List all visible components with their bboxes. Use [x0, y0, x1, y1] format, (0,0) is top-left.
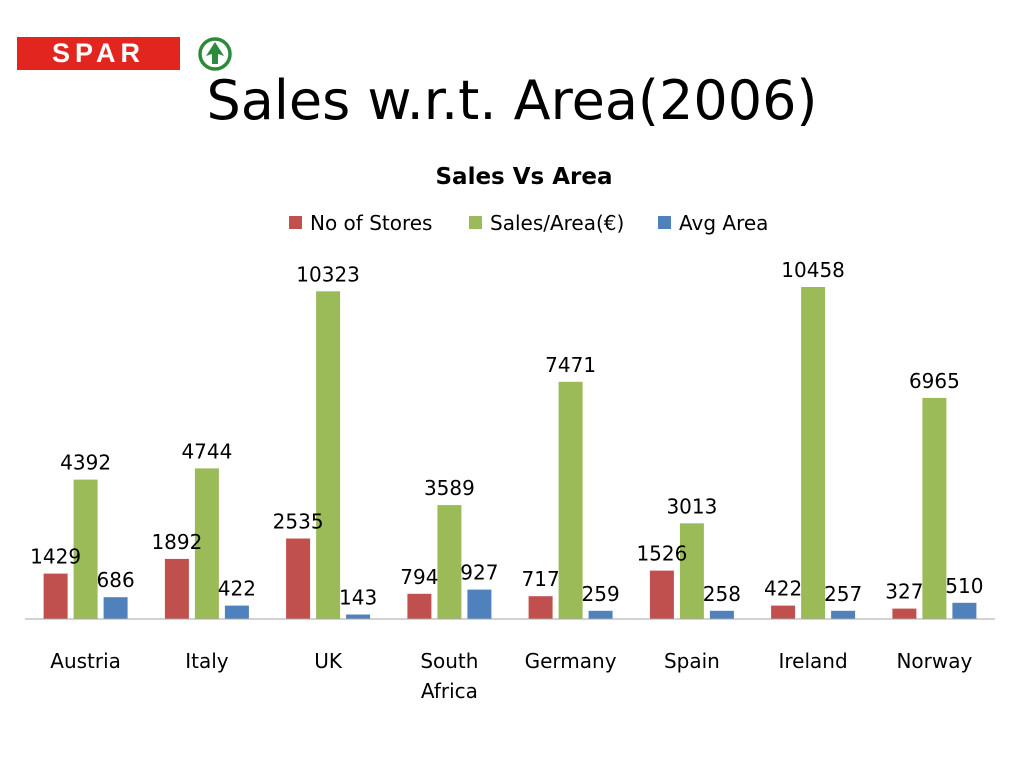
data-label-south-africa-sales-area: 3589 — [424, 476, 475, 500]
bar-spain-sales-area — [679, 523, 704, 619]
bar-germany-avg-area — [588, 610, 613, 619]
chart-legend: No of Stores Sales/Area(€) Avg Area — [289, 211, 768, 235]
data-label-uk-no-of-stores: 2535 — [273, 510, 324, 534]
logo-red-bar — [17, 37, 180, 70]
legend-label-sales-area: Sales/Area(€) — [490, 211, 624, 235]
data-label-spain-avg-area: 258 — [703, 582, 741, 606]
data-labels: 1429 4392 686 1892 4744 422 2535 10323 143 794 358… — [30, 258, 983, 610]
category-label-austria: Austria — [50, 649, 121, 673]
slide-title: Sales w.r.t. Area(2006) — [206, 69, 818, 132]
data-label-italy-no-of-stores: 1892 — [151, 530, 202, 554]
bar-south-africa-sales-area — [437, 505, 462, 619]
bar-austria-sales-area — [73, 479, 98, 619]
data-label-austria-avg-area: 686 — [97, 568, 135, 592]
spar-logo: SPAR — [17, 37, 232, 71]
category-label-ireland: Ireland — [779, 649, 848, 673]
bar-germany-sales-area — [558, 381, 583, 619]
data-label-ireland-avg-area: 257 — [824, 582, 862, 606]
bar-norway-avg-area — [952, 602, 977, 619]
category-label-italy: Italy — [185, 649, 229, 673]
legend-swatch-avg-area — [658, 216, 671, 229]
bar-italy-sales-area — [194, 468, 219, 619]
bar-norway-sales-area — [922, 397, 947, 619]
data-label-norway-sales-area: 6965 — [909, 369, 960, 393]
data-label-uk-sales-area: 10323 — [296, 262, 360, 286]
data-label-austria-sales-area: 4392 — [60, 451, 111, 475]
bar-italy-no-of-stores — [164, 558, 189, 619]
bar-ireland-avg-area — [831, 610, 856, 619]
category-label-uk: UK — [314, 649, 343, 673]
data-label-norway-avg-area: 510 — [945, 574, 983, 598]
category-labels: Austria Italy UK South Africa Germany Spain Ire… — [50, 649, 972, 703]
data-label-uk-avg-area: 143 — [339, 586, 377, 610]
data-label-italy-sales-area: 4744 — [181, 439, 232, 463]
bar-spain-no-of-stores — [649, 570, 674, 619]
bar-south-africa-avg-area — [467, 589, 492, 619]
category-label-norway: Norway — [896, 649, 972, 673]
data-label-austria-no-of-stores: 1429 — [30, 545, 81, 569]
data-label-ireland-no-of-stores: 422 — [764, 577, 802, 601]
bar-ireland-sales-area — [801, 287, 826, 619]
bar-ireland-no-of-stores — [771, 605, 796, 619]
data-label-italy-avg-area: 422 — [218, 577, 256, 601]
bar-austria-no-of-stores — [43, 573, 68, 619]
bar-norway-no-of-stores — [892, 608, 917, 619]
bar-austria-avg-area — [103, 597, 128, 619]
data-label-germany-avg-area: 259 — [582, 582, 620, 606]
category-label-spain: Spain — [664, 649, 720, 673]
bar-uk-avg-area — [346, 614, 371, 619]
logo-text: SPAR — [51, 38, 145, 68]
category-label-south-africa: South Africa — [420, 649, 478, 703]
bar-uk-sales-area — [316, 291, 341, 619]
data-label-norway-no-of-stores: 327 — [885, 580, 923, 604]
data-label-germany-no-of-stores: 717 — [522, 567, 560, 591]
legend-label-no-of-stores: No of Stores — [310, 211, 432, 235]
chart-title: Sales Vs Area — [435, 164, 612, 190]
bar-south-africa-no-of-stores — [407, 593, 432, 619]
fir-tree-logo-icon — [198, 37, 232, 71]
legend-label-avg-area: Avg Area — [679, 211, 768, 235]
legend-swatch-no-of-stores — [289, 216, 302, 229]
category-label-germany: Germany — [525, 649, 617, 673]
data-label-spain-no-of-stores: 1526 — [636, 542, 687, 566]
bar-series — [43, 287, 977, 619]
data-label-ireland-sales-area: 10458 — [781, 258, 845, 282]
data-label-germany-sales-area: 7471 — [545, 353, 596, 377]
bar-spain-avg-area — [709, 610, 734, 619]
bar-germany-no-of-stores — [528, 596, 553, 619]
legend-swatch-sales-area — [469, 216, 482, 229]
data-label-spain-sales-area: 3013 — [666, 494, 717, 518]
data-label-south-africa-avg-area: 927 — [460, 561, 498, 585]
bar-uk-no-of-stores — [286, 538, 311, 619]
data-label-south-africa-no-of-stores: 794 — [400, 565, 438, 589]
bar-italy-avg-area — [224, 605, 249, 619]
